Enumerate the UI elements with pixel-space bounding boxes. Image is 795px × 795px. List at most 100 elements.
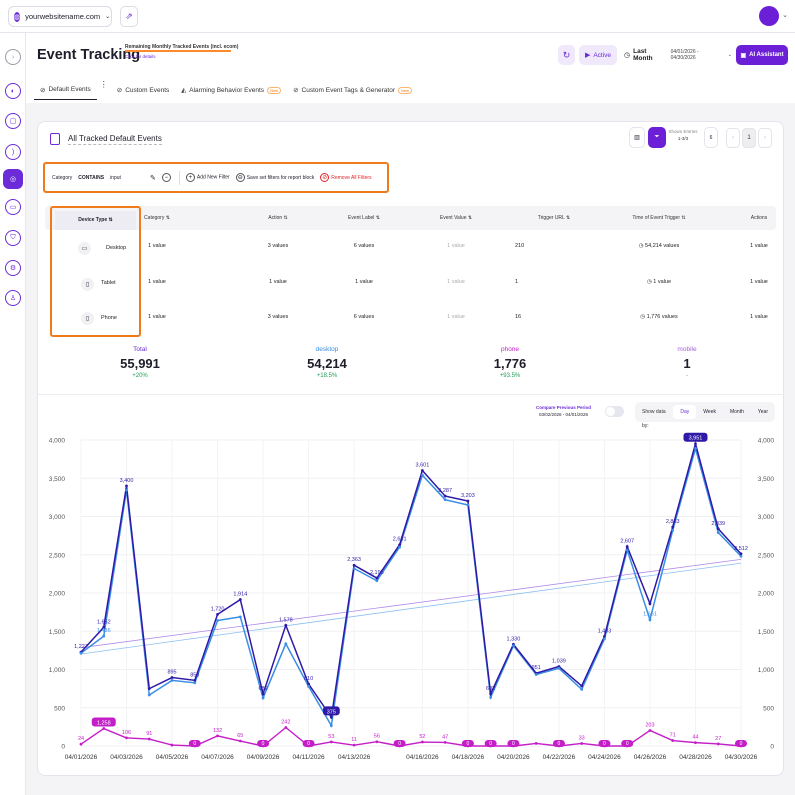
- table-cell[interactable]: 1 value: [750, 279, 768, 285]
- table-cell[interactable]: ◷ 1 value: [647, 279, 671, 285]
- event-tracking-icon[interactable]: ◎: [3, 169, 23, 189]
- table-cell[interactable]: 1 value: [355, 279, 373, 285]
- header-time-trigger[interactable]: Time of Event Trigger ⇅: [632, 215, 686, 221]
- prev-page-button[interactable]: ‹: [726, 128, 740, 148]
- showby-month[interactable]: Month: [729, 409, 744, 415]
- ai-assistant-button[interactable]: ▣ AI Assistant: [736, 45, 788, 65]
- table-cell[interactable]: 6 values: [353, 314, 375, 320]
- table-cell: 1 value: [447, 314, 465, 320]
- remove-filters-button[interactable]: ⊘ Remove All Filters: [320, 173, 372, 182]
- user-icon[interactable]: ♙: [5, 290, 21, 306]
- period-selector[interactable]: ◷ Last Month 04/01/2026 - 04/30/2026 ⌄: [624, 45, 732, 65]
- tab-label: Alarming Behavior Events: [189, 86, 265, 94]
- signal-icon[interactable]: ): [5, 144, 21, 160]
- dashboard-icon[interactable]: ◐: [5, 83, 21, 99]
- active-label: Active: [593, 51, 612, 59]
- data-label: 375: [327, 709, 336, 715]
- tab-custom-event-tags[interactable]: ⊘ Custom Event Tags & Generator New: [287, 80, 418, 100]
- page-size-select[interactable]: 6: [704, 127, 718, 148]
- tab-alarming-behavior-events[interactable]: ◭ Alarming Behavior Events New: [175, 80, 287, 100]
- table-cell[interactable]: 3 values: [267, 243, 289, 249]
- table-cell[interactable]: ◷ 54,214 values: [639, 243, 680, 249]
- table-cell[interactable]: 1 value: [269, 279, 287, 285]
- data-label: 858: [190, 672, 199, 678]
- data-point: [170, 676, 174, 679]
- refresh-button[interactable]: ↻: [558, 45, 575, 65]
- stat-change: +18.5%: [316, 373, 338, 379]
- tab-default-events[interactable]: ⊘ Default Events: [34, 80, 97, 100]
- shown-entries-value: 1-3/3: [677, 136, 689, 141]
- table-cell[interactable]: 1 value: [750, 314, 768, 320]
- filter-button[interactable]: ⏷: [648, 127, 666, 148]
- columns-button[interactable]: ▥: [629, 127, 645, 148]
- table-cell[interactable]: 1 value: [148, 314, 166, 320]
- header-category[interactable]: Category ⇅: [144, 215, 170, 221]
- data-label-box: [322, 706, 340, 716]
- sidebar: › ◐ ▢ ) ◎ ▭ ⛉ ⚙ ♙: [0, 33, 26, 795]
- table-cell[interactable]: 1 value: [148, 279, 166, 285]
- table-cell[interactable]: 210: [515, 243, 525, 249]
- data-point: [603, 637, 606, 641]
- data-label: 895: [167, 670, 176, 676]
- shown-entries-label: Shown Entries: [668, 129, 698, 134]
- more-options-icon[interactable]: ⋮: [99, 80, 108, 89]
- avatar[interactable]: [759, 6, 779, 26]
- zero-label-box: [735, 740, 747, 747]
- chat-icon[interactable]: ▭: [5, 199, 21, 215]
- data-label: 2,863: [666, 519, 680, 525]
- showby-year[interactable]: Year: [757, 409, 768, 415]
- zero-label: 0: [626, 741, 629, 747]
- table-cell[interactable]: ◷ 1,776 values: [640, 314, 678, 320]
- pencil-icon[interactable]: ✎: [150, 174, 156, 182]
- add-filter-button[interactable]: + Add New Filter: [185, 173, 230, 182]
- table-cell[interactable]: 1: [515, 279, 519, 285]
- collapse-sidebar-icon[interactable]: ›: [5, 49, 21, 65]
- website-selector[interactable]: ◍ yourwebsitename.com ⌄: [8, 6, 112, 27]
- data-label: 1,330: [507, 636, 521, 642]
- header-action[interactable]: Action ⇅: [268, 215, 288, 221]
- x-tick-label: 04/16/2026: [406, 754, 439, 761]
- stat-desktop: desktop 54,214 +18.5%: [307, 346, 347, 379]
- filter-value[interactable]: input: [110, 174, 121, 181]
- table-cell[interactable]: 1 value: [750, 243, 768, 249]
- data-point: [375, 740, 379, 744]
- minus-icon[interactable]: −: [161, 173, 171, 182]
- table-cell[interactable]: 1 value: [148, 243, 166, 249]
- data-point: [284, 642, 288, 646]
- showby-day[interactable]: Day: [673, 405, 697, 419]
- remaining-details-link[interactable]: Click for details: [125, 54, 156, 59]
- shield-icon[interactable]: ⛉: [5, 230, 21, 246]
- header-event-label[interactable]: Event Label ⇅: [347, 215, 381, 221]
- page-number[interactable]: 1: [742, 128, 756, 148]
- header-device-type[interactable]: Device Type ⇅: [55, 211, 136, 230]
- data-point: [739, 552, 743, 556]
- header-trigger-url[interactable]: Trigger URL ⇅: [537, 215, 571, 221]
- data-label: 132: [213, 728, 222, 734]
- save-filters-button[interactable]: ⊖ Save set filters for report block: [235, 173, 314, 182]
- zero-label-box: [507, 740, 520, 747]
- gear-icon[interactable]: ⚙: [5, 260, 21, 276]
- header-event-value[interactable]: Event Value ⇅: [439, 215, 473, 221]
- tab-label: Custom Events: [125, 86, 170, 94]
- next-page-button[interactable]: ›: [758, 128, 772, 148]
- chevron-down-icon[interactable]: ⌄: [782, 12, 788, 19]
- shopping-bag-icon[interactable]: ▢: [5, 113, 21, 129]
- data-point: [443, 494, 447, 498]
- active-button[interactable]: ▶ Active: [579, 45, 617, 65]
- tab-custom-events[interactable]: ⊘ Custom Events: [111, 80, 176, 100]
- tab-bar: ⊘ Default Events ⋮ ⊘ Custom Events ◭ Ala…: [34, 80, 418, 100]
- data-point: [147, 737, 151, 741]
- table-cell[interactable]: 6 values: [353, 243, 375, 249]
- remove-filters-label: Remove All Filters: [331, 175, 372, 181]
- table-cell[interactable]: 3 values: [267, 314, 289, 320]
- data-point: [329, 740, 333, 744]
- zero-label: 0: [193, 741, 196, 747]
- data-point: [443, 498, 447, 502]
- external-link-button[interactable]: ⇗: [120, 6, 138, 27]
- divider: [178, 170, 180, 185]
- compare-toggle[interactable]: [605, 406, 624, 417]
- table-cell[interactable]: 16: [515, 314, 522, 320]
- showby-week[interactable]: Week: [703, 409, 716, 415]
- pagination: ‹ 1 ›: [726, 128, 774, 148]
- data-label: 1,914: [233, 592, 247, 598]
